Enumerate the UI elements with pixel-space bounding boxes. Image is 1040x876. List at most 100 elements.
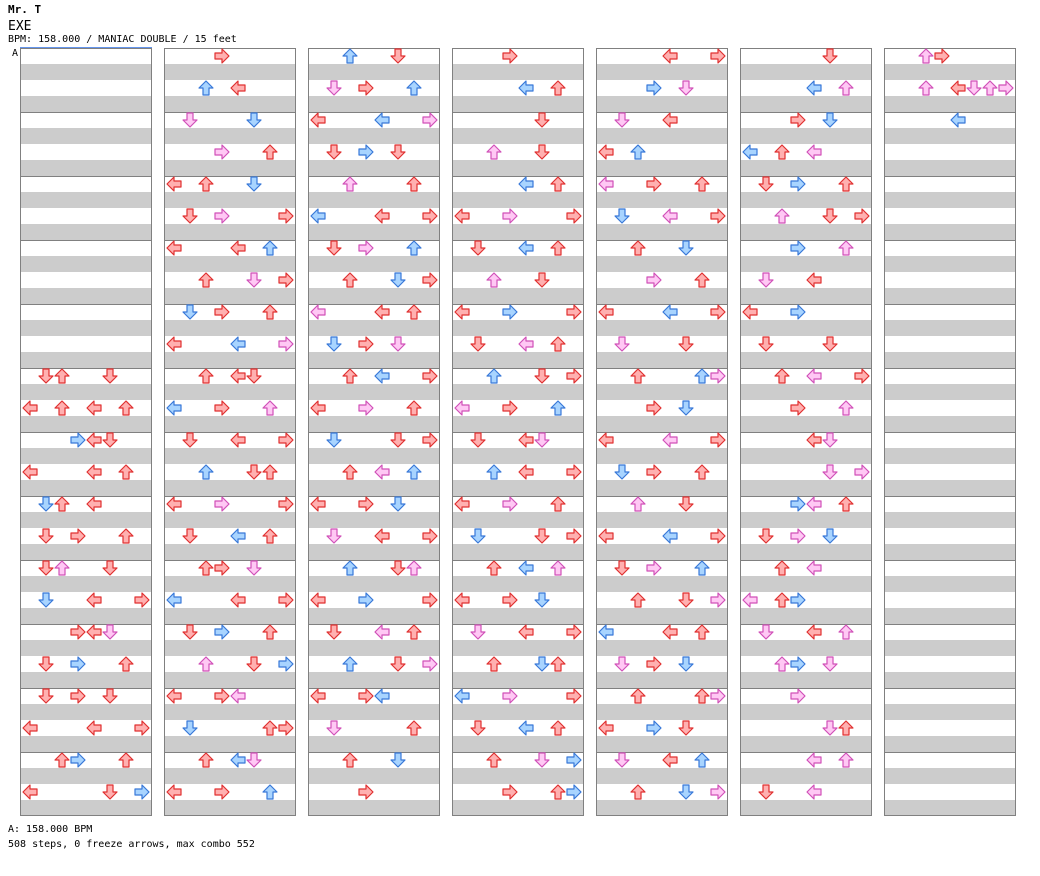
arrow-right-icon	[214, 144, 230, 160]
beat-stripe	[884, 704, 1016, 720]
beat-stripe	[596, 800, 728, 816]
chart-column	[596, 48, 728, 816]
arrow-left-icon	[374, 464, 390, 480]
arrow-down-icon	[326, 720, 342, 736]
arrow-right-icon	[70, 432, 86, 448]
arrow-right-icon	[566, 528, 582, 544]
arrow-right-icon	[566, 688, 582, 704]
arrow-up-icon	[694, 624, 710, 640]
arrow-right-icon	[502, 496, 518, 512]
beat-stripe	[20, 480, 152, 496]
arrow-right-icon	[278, 432, 294, 448]
arrow-left-icon	[374, 304, 390, 320]
arrow-up-icon	[342, 656, 358, 672]
arrow-up-icon	[838, 400, 854, 416]
arrow-down-icon	[822, 208, 838, 224]
arrow-right-icon	[646, 80, 662, 96]
arrow-left-icon	[310, 592, 326, 608]
chart-column	[308, 48, 440, 816]
arrow-right-icon	[646, 720, 662, 736]
arrow-right-icon	[854, 208, 870, 224]
arrow-right-icon	[422, 112, 438, 128]
beat-stripe	[452, 192, 584, 208]
beat-stripe	[164, 320, 296, 336]
column-border	[884, 48, 1016, 816]
beat-stripe	[452, 96, 584, 112]
arrow-down-icon	[390, 656, 406, 672]
arrow-down-icon	[758, 176, 774, 192]
arrow-down-icon	[534, 144, 550, 160]
beat-stripe	[452, 256, 584, 272]
column-border	[596, 48, 728, 816]
arrow-right-icon	[358, 592, 374, 608]
arrow-up-icon	[550, 720, 566, 736]
arrow-down-icon	[390, 336, 406, 352]
beat-stripe	[740, 544, 872, 560]
arrow-up-icon	[406, 176, 422, 192]
arrow-up-icon	[198, 80, 214, 96]
arrow-down-icon	[678, 592, 694, 608]
arrow-up-icon	[774, 144, 790, 160]
beat-stripe	[596, 384, 728, 400]
beat-stripe	[740, 384, 872, 400]
arrow-left-icon	[806, 752, 822, 768]
arrow-right-icon	[854, 368, 870, 384]
chart-column	[164, 48, 296, 816]
arrow-right-icon	[646, 464, 662, 480]
arrow-up-icon	[262, 784, 278, 800]
arrow-up-icon	[550, 80, 566, 96]
arrow-up-icon	[550, 496, 566, 512]
arrow-right-icon	[790, 112, 806, 128]
arrow-right-icon	[278, 592, 294, 608]
beat-stripe	[164, 160, 296, 176]
arrow-right-icon	[646, 400, 662, 416]
beat-stripe	[164, 800, 296, 816]
beat-stripe	[452, 672, 584, 688]
beat-stripe	[164, 288, 296, 304]
arrow-right-icon	[358, 336, 374, 352]
beat-stripe	[596, 288, 728, 304]
beat-stripe	[164, 768, 296, 784]
arrow-down-icon	[614, 560, 630, 576]
arrow-down-icon	[534, 272, 550, 288]
arrow-up-icon	[406, 304, 422, 320]
arrow-left-icon	[86, 720, 102, 736]
arrow-left-icon	[742, 592, 758, 608]
arrow-down-icon	[678, 240, 694, 256]
beat-stripe	[884, 384, 1016, 400]
beat-stripe	[452, 288, 584, 304]
beat-stripe	[20, 768, 152, 784]
arrow-down-icon	[758, 624, 774, 640]
arrow-left-icon	[374, 688, 390, 704]
arrow-down-icon	[102, 432, 118, 448]
arrow-down-icon	[38, 688, 54, 704]
arrow-down-icon	[822, 48, 838, 64]
arrow-left-icon	[86, 400, 102, 416]
arrow-right-icon	[278, 496, 294, 512]
arrow-right-icon	[502, 784, 518, 800]
beat-stripe	[884, 672, 1016, 688]
arrow-right-icon	[502, 400, 518, 416]
beat-stripe	[20, 128, 152, 144]
arrow-up-icon	[198, 656, 214, 672]
arrow-right-icon	[646, 272, 662, 288]
arrow-up-icon	[262, 464, 278, 480]
arrow-up-icon	[550, 400, 566, 416]
arrow-up-icon	[630, 688, 646, 704]
arrow-left-icon	[598, 176, 614, 192]
arrow-up-icon	[262, 304, 278, 320]
arrow-down-icon	[822, 720, 838, 736]
beat-stripe	[164, 512, 296, 528]
chart-column	[884, 48, 1016, 816]
arrow-down-icon	[534, 656, 550, 672]
beat-stripe	[20, 736, 152, 752]
arrow-down-icon	[534, 592, 550, 608]
arrow-left-icon	[662, 432, 678, 448]
arrow-right-icon	[790, 656, 806, 672]
beat-stripe	[20, 576, 152, 592]
arrow-right-icon	[358, 240, 374, 256]
beat-stripe	[308, 448, 440, 464]
arrow-down-icon	[758, 272, 774, 288]
beat-stripe	[740, 352, 872, 368]
chart-column	[452, 48, 584, 816]
